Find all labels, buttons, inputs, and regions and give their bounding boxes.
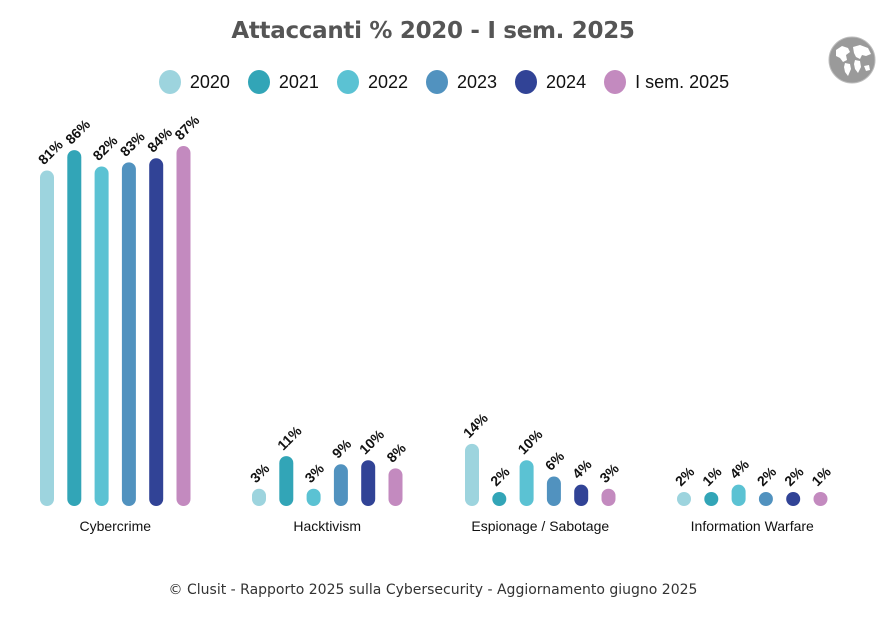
bar-espionage-sabotage-2021	[492, 492, 507, 506]
bar-information-warfare-2022	[731, 484, 746, 506]
data-label: 10%	[514, 426, 546, 458]
legend-label: 2022	[367, 71, 408, 92]
legend-item-2023[interactable]: 2023	[425, 70, 498, 94]
bar-espionage-sabotage-2023	[546, 476, 561, 506]
legend-swatch	[515, 70, 538, 94]
legend-item-2020[interactable]: 2020	[158, 70, 230, 94]
bar-hacktivism-i-sem-2025	[388, 468, 403, 506]
data-label: 3%	[247, 460, 273, 486]
data-label: 3%	[301, 460, 327, 486]
data-label: 84%	[144, 124, 176, 156]
data-label: 3%	[596, 460, 622, 486]
category-label: Information Warfare	[691, 518, 814, 534]
bar-cybercrime-2023	[121, 162, 136, 507]
data-label: 10%	[356, 426, 388, 458]
data-label: 81%	[35, 136, 67, 168]
data-label: 14%	[460, 409, 492, 441]
data-label: 86%	[62, 116, 94, 148]
bar-hacktivism-2021	[279, 456, 294, 506]
category-label: Cybercrime	[79, 518, 151, 534]
data-label: 1%	[699, 463, 725, 489]
bar-espionage-sabotage-2022	[519, 460, 534, 506]
data-label: 2%	[672, 463, 698, 489]
copyright-footer: © Clusit - Rapporto 2025 sulla Cybersecu…	[168, 582, 698, 598]
bar-espionage-sabotage-i-sem-2025	[601, 488, 616, 506]
data-label: 2%	[754, 463, 780, 489]
legend-label: 2021	[278, 71, 319, 92]
legend-label: 2020	[189, 71, 230, 92]
legend-swatch	[247, 70, 270, 94]
data-label: 87%	[171, 112, 203, 144]
legend-item-i-sem-2025[interactable]: I sem. 2025	[604, 70, 729, 94]
data-label: 4%	[569, 456, 595, 482]
legend-swatch	[158, 70, 181, 94]
legend: 2020 2021 2022 2023 2024 I sem. 2025	[0, 70, 888, 94]
data-label: 2%	[781, 463, 807, 489]
bar-espionage-sabotage-2024	[574, 484, 589, 506]
legend-label: 2024	[546, 71, 587, 92]
legend-item-2021[interactable]: 2021	[247, 70, 319, 94]
bar-cybercrime-2021	[67, 150, 82, 506]
bar-hacktivism-2024	[361, 460, 376, 506]
legend-label: 2023	[456, 71, 498, 92]
bar-cybercrime-2022	[94, 166, 109, 506]
data-label: 6%	[542, 448, 568, 474]
category-label: Hacktivism	[293, 518, 361, 534]
legend-item-2022[interactable]: 2022	[336, 70, 408, 94]
bar-information-warfare-2023	[758, 492, 773, 506]
category-label: Espionage / Sabotage	[471, 518, 609, 534]
bar-hacktivism-2020	[252, 488, 266, 506]
data-label: 9%	[329, 435, 355, 461]
bar-cybercrime-2024	[149, 158, 164, 506]
data-label: 11%	[274, 422, 305, 453]
bar-information-warfare-2021	[704, 492, 719, 506]
data-label: 1%	[808, 463, 834, 489]
bar-espionage-sabotage-2020	[465, 443, 479, 506]
data-label: 2%	[487, 463, 513, 489]
legend-swatch	[336, 70, 359, 94]
globe-icon	[828, 36, 876, 84]
bar-cybercrime-2020	[40, 170, 54, 506]
bar-information-warfare-2020	[677, 492, 691, 506]
legend-swatch	[604, 70, 627, 94]
legend-item-2024[interactable]: 2024	[515, 70, 586, 94]
legend-label: I sem. 2025	[635, 71, 730, 92]
chart-title: Attaccanti % 2020 - I sem. 2025	[231, 18, 635, 44]
bar-information-warfare-i-sem-2025	[813, 492, 828, 506]
data-label: 4%	[726, 456, 752, 482]
bar-hacktivism-2022	[306, 488, 321, 506]
bar-information-warfare-2024	[786, 492, 801, 506]
data-label: 8%	[383, 439, 409, 465]
bar-cybercrime-i-sem-2025	[176, 146, 191, 507]
legend-swatch	[425, 70, 448, 94]
bar-hacktivism-2023	[333, 464, 348, 506]
